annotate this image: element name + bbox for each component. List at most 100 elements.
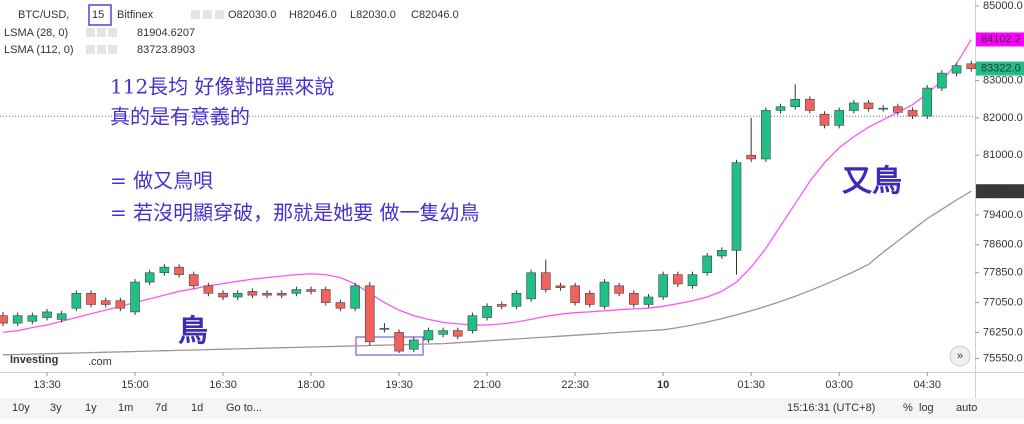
candle-body <box>291 289 302 294</box>
legend-icon <box>97 28 106 37</box>
candle-body <box>100 300 111 305</box>
candle-body <box>188 274 199 287</box>
candle-body <box>937 72 947 89</box>
toolbar-item[interactable]: auto <box>956 402 977 414</box>
candle-body <box>863 102 874 109</box>
interval-box <box>88 4 112 26</box>
candle-body <box>452 330 463 337</box>
legend-value: 81904.6207 <box>137 27 195 39</box>
ohlc-value: L82030.0 <box>350 9 396 21</box>
candle-body <box>761 110 771 160</box>
candle-body <box>496 304 507 307</box>
toolbar-item[interactable]: 1d <box>191 402 203 414</box>
candle-body <box>819 113 830 126</box>
toolbar-item[interactable]: 3y <box>50 402 62 414</box>
candle-body <box>951 65 962 74</box>
toolbar-item[interactable]: log <box>919 402 934 414</box>
x-tick-label: 01:30 <box>737 379 765 391</box>
annotation: 真的是有意義的 <box>110 105 250 129</box>
candle-body <box>174 266 184 275</box>
candle-body <box>540 272 551 290</box>
annotation: 112長均 好像對暗黑來說 <box>110 75 335 99</box>
toolbar-item[interactable]: 1m <box>118 402 133 414</box>
scroll-icon[interactable]: » <box>957 350 963 362</box>
candle-body <box>482 306 492 318</box>
price-label-bg <box>976 184 1024 199</box>
annotation: 又鳥 <box>842 164 902 199</box>
candle-body <box>907 110 918 117</box>
annotation: = 若沒明顯穿破，那就是她要 做一隻幼鳥 <box>110 201 479 225</box>
lsma-line <box>2 39 972 334</box>
candle-body <box>893 106 903 113</box>
x-tick-label: 03:00 <box>825 379 853 391</box>
candle-body <box>849 102 859 111</box>
candle-body <box>276 292 287 296</box>
candle-body <box>144 272 155 283</box>
candle-body <box>306 289 316 292</box>
candle-body <box>86 292 96 305</box>
legend-icon <box>191 10 200 19</box>
annotation: = 做又鳥唄 <box>110 169 213 193</box>
x-tick-label: 15:00 <box>121 379 149 391</box>
legend-name: LSMA (28, 0) <box>4 27 68 39</box>
candle-body <box>27 315 38 322</box>
price-label-bg <box>976 61 1024 76</box>
x-tick-label: 16:30 <box>209 379 237 391</box>
candle-body <box>687 274 698 287</box>
x-tick-label: 21:00 <box>473 379 501 391</box>
legend-icon <box>203 10 212 19</box>
candle-body <box>731 162 742 251</box>
legend-name: LSMA (112, 0) <box>4 44 74 56</box>
price-label: 80035.2 <box>981 185 1021 197</box>
candle-body <box>584 292 595 305</box>
toolbar-item[interactable]: 1y <box>85 402 97 414</box>
candle-body <box>335 302 346 309</box>
lsma-line <box>2 190 972 356</box>
candle-body <box>643 296 654 305</box>
candle-body <box>702 255 712 274</box>
candle-body <box>790 98 800 108</box>
candle-body <box>350 285 360 309</box>
candle-body <box>526 272 536 300</box>
toolbar-item[interactable]: Go to... <box>226 402 262 414</box>
interval: 15 <box>92 9 104 21</box>
x-tick-label: 13:30 <box>33 379 61 391</box>
y-tick-label: 79400.0 <box>983 209 1023 221</box>
candle-body <box>966 63 977 69</box>
y-tick-label: 76250.0 <box>983 326 1023 338</box>
candle-body <box>42 311 52 318</box>
candle-body <box>629 292 639 305</box>
scroll-button[interactable] <box>949 345 971 367</box>
candle-body <box>364 285 375 343</box>
logo-suffix: .com <box>88 356 112 368</box>
candle-body <box>717 250 727 257</box>
price-label: 84102.2 <box>981 33 1021 45</box>
legend-icon <box>86 28 95 37</box>
legend-icon <box>215 10 224 19</box>
candle-body <box>218 292 228 298</box>
toolbar-item[interactable]: % <box>903 402 913 414</box>
y-tick-label: 85000.0 <box>983 0 1023 12</box>
candle-body <box>130 281 140 313</box>
candle-body <box>423 330 434 341</box>
candle-body <box>878 107 889 110</box>
x-tick-label: 22:30 <box>561 379 589 391</box>
logo: Investing <box>10 354 58 366</box>
candle-body <box>247 291 258 296</box>
y-tick-label: 77850.0 <box>983 267 1023 279</box>
y-tick-label: 78600.0 <box>983 239 1023 251</box>
candle-body <box>203 285 214 294</box>
candle-body <box>71 292 82 309</box>
toolbar-item[interactable]: 10y <box>12 402 30 414</box>
exchange: Bitfinex <box>117 9 154 21</box>
candle-body <box>379 328 390 330</box>
candle-body <box>555 285 566 288</box>
candle-body <box>262 292 272 296</box>
candle-body <box>511 292 522 307</box>
toolbar-item[interactable]: 7d <box>155 402 167 414</box>
symbol: BTC/USD, <box>18 9 69 21</box>
x-tick-label: 19:30 <box>385 379 413 391</box>
candle-body <box>658 274 668 298</box>
candle-body <box>673 274 683 285</box>
